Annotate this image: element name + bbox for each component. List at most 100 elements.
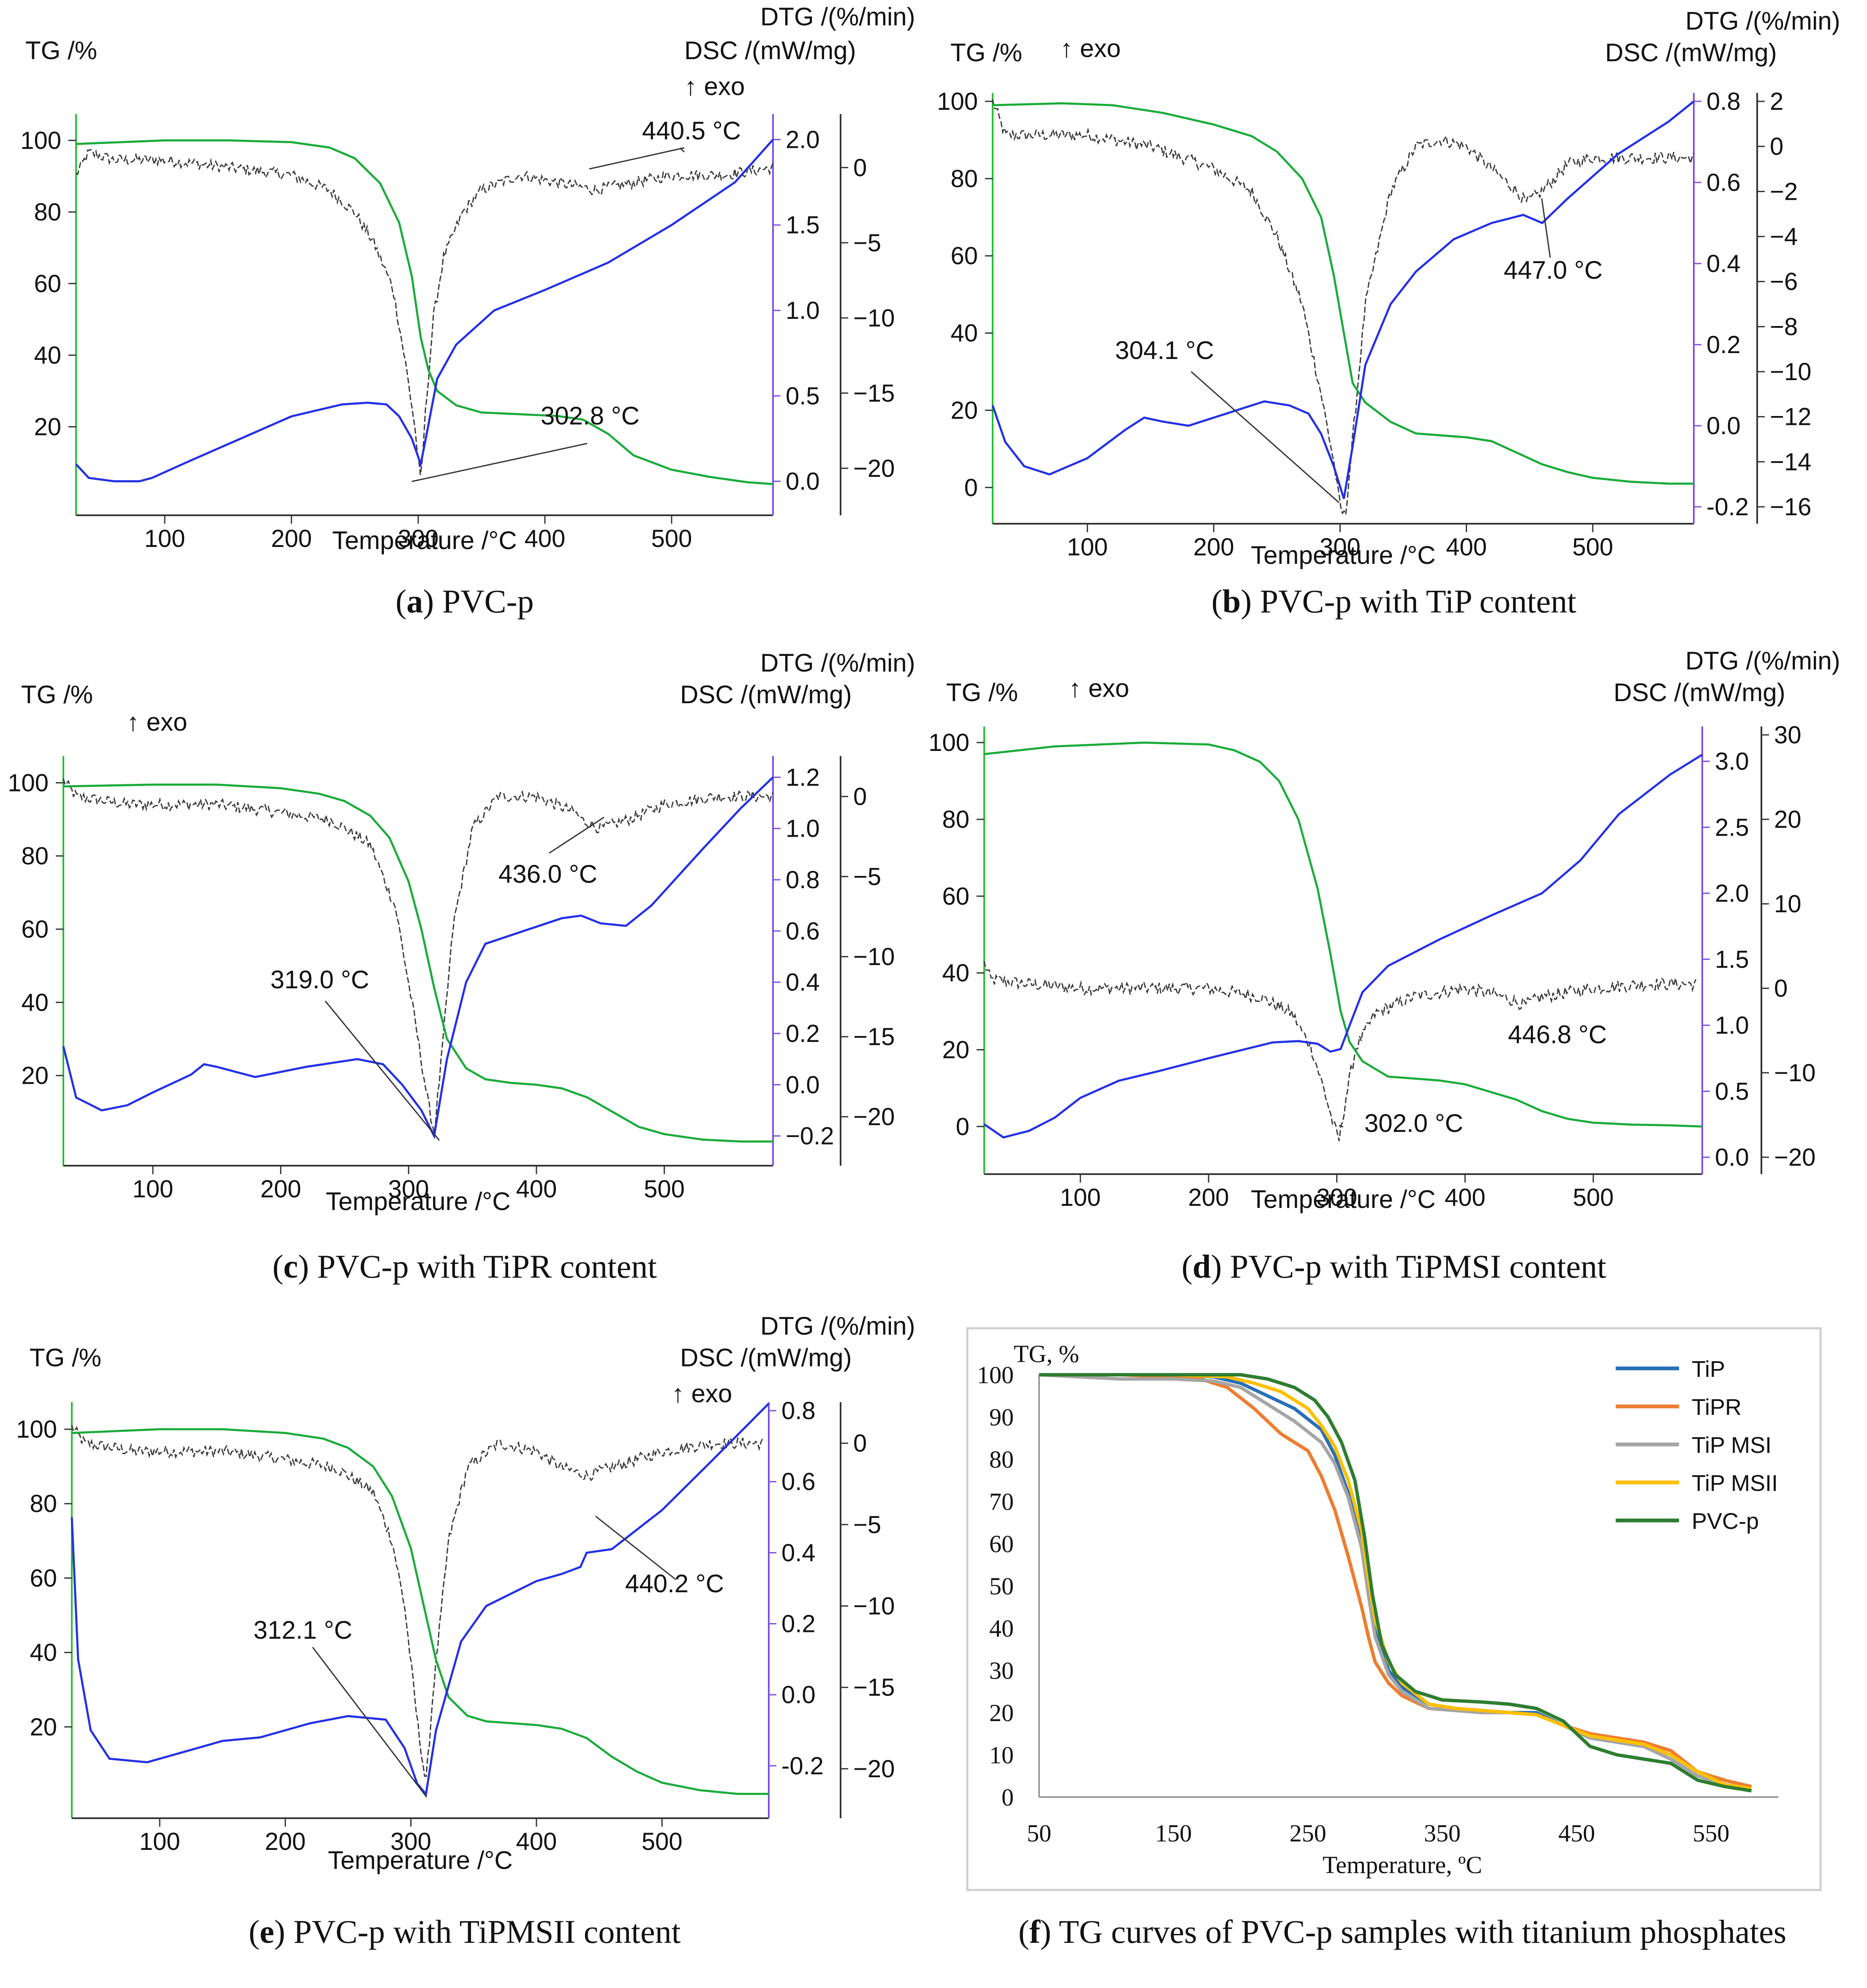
panel-a: 100 200 300 400 500 20 40 60 80 100 0.0 0.5 1.0 1.5 2.…	[20, 3, 915, 620]
caption-letter: e	[260, 1913, 275, 1950]
panel-caption: (e) PVC-p with TiPMSII content	[249, 1913, 681, 1950]
caption-letter: a	[406, 583, 423, 620]
dsc-tick-label: 0.2	[786, 1020, 820, 1047]
dtg-tick-label: −5	[853, 863, 881, 890]
tg-tick-label: 20	[34, 413, 61, 441]
f-series-line	[1039, 1373, 1752, 1790]
f-y-tick-label: 90	[989, 1403, 1014, 1431]
dtg-tick-label: 0	[853, 154, 867, 182]
exo-label: ↑ exo	[684, 72, 745, 101]
f-x-tick-label: 150	[1155, 1819, 1192, 1847]
f-x-axis-label: Temperature, ºC	[1323, 1851, 1482, 1879]
dsc-axis-label: DSC /(mW/mg)	[1605, 38, 1777, 67]
peak-annotation: 446.8 °C	[1508, 1020, 1607, 1049]
tg-tick-label: 20	[30, 1713, 57, 1741]
dtg-tick-label: −5	[853, 1511, 881, 1539]
x-axis-label: Temperature /°C	[328, 1846, 513, 1874]
dtg-tick-label: 0	[1774, 975, 1788, 1002]
peak-annotation: 447.0 °C	[1504, 256, 1603, 284]
dtg-tick-label: −10	[1770, 358, 1811, 386]
x-tick-label: 100	[133, 1175, 174, 1203]
f-x-tick-label: 50	[1027, 1819, 1051, 1847]
x-axis-label: Temperature /°C	[1251, 541, 1436, 569]
peak-annotation: 302.0 °C	[1364, 1109, 1463, 1137]
legend-label: TiP	[1692, 1357, 1725, 1382]
x-tick-label: 300	[1320, 533, 1361, 561]
x-tick-label: 400	[516, 1828, 557, 1855]
dsc-tick-label: 2.0	[786, 126, 820, 153]
x-tick-label: 200	[1193, 533, 1234, 561]
dsc-tick-label: 3.0	[1715, 748, 1749, 775]
f-y-tick-label: 80	[989, 1446, 1014, 1473]
dsc-tick-label: 0.6	[781, 1468, 816, 1496]
x-tick-label: 400	[1445, 1184, 1486, 1211]
peak-annotation: 436.0 °C	[498, 860, 597, 888]
x-tick-label: 500	[1573, 1184, 1614, 1211]
dtg-tick-label: −12	[1770, 403, 1811, 431]
tg-tick-label: 80	[30, 1490, 57, 1518]
tg-tick-label: 40	[34, 342, 61, 369]
dsc-tick-label: 0.4	[1706, 250, 1741, 277]
dtg-tick-label: −15	[853, 380, 895, 407]
dsc-tick-label: 1.0	[1715, 1012, 1749, 1039]
x-tick-label: 100	[139, 1828, 180, 1855]
dtg-tick-label: 2	[1770, 88, 1783, 115]
f-y-tick-label: 40	[989, 1615, 1014, 1642]
tg-tick-label: 40	[942, 960, 969, 987]
panel-caption: (d) PVC-p with TiPMSI content	[1181, 1248, 1606, 1285]
dsc-tick-label: 0.0	[786, 468, 820, 495]
dsc-tick-label: 0.2	[781, 1610, 816, 1638]
tg-tick-label: 40	[950, 320, 978, 347]
dtg-tick-label: −14	[1770, 448, 1811, 476]
dsc-tick-label: 1.2	[786, 764, 820, 791]
dsc-tick-label: 1.5	[1715, 946, 1749, 973]
x-axis-label: Temperature /°C	[332, 526, 517, 555]
legend-label: TiP MSI	[1692, 1433, 1772, 1458]
dsc-curve	[75, 139, 774, 482]
exo-label: ↑ exo	[672, 1379, 732, 1408]
f-series-line	[1039, 1373, 1752, 1788]
dsc-axis-label: DSC /(mW/mg)	[680, 680, 852, 709]
dsc-tick-label: 2.0	[1715, 880, 1749, 907]
dsc-tick-label: 0.4	[786, 969, 820, 996]
panel-caption: (c) PVC-p with TiPR content	[272, 1248, 657, 1285]
tg-tick-label: 100	[937, 88, 978, 115]
x-tick-label: 400	[516, 1175, 557, 1203]
x-tick-label: 500	[644, 1175, 685, 1203]
peak-annotation: 440.2 °C	[625, 1569, 724, 1598]
dtg-tick-label: −10	[853, 1593, 895, 1620]
f-y-tick-label: 0	[1002, 1784, 1014, 1811]
dsc-tick-label: 0.6	[786, 917, 820, 945]
f-series-line	[1039, 1373, 1752, 1792]
legend-label: TiP MSII	[1692, 1471, 1778, 1496]
peak-annotation: 302.8 °C	[541, 402, 640, 430]
tg-tick-label: 0	[964, 474, 978, 501]
dsc-axis-label: DSC /(mW/mg)	[680, 1343, 852, 1372]
x-tick-label: 400	[525, 525, 566, 552]
dtg-axis-label: DTG /(%/min)	[1685, 7, 1840, 35]
panel-f: 0 10 20 30 40 50 60 70 80 90 100 50 150 250 350 450 550 T…	[966, 1327, 1822, 1950]
f-y-tick-label: 20	[989, 1699, 1014, 1727]
x-tick-label: 300	[398, 525, 439, 552]
f-y-tick-label: 100	[977, 1361, 1014, 1389]
dtg-axis-label: DTG /(%/min)	[760, 1312, 915, 1340]
tg-tick-label: 60	[34, 270, 61, 297]
tg-axis-label: TG /%	[21, 680, 93, 709]
f-x-tick-label: 250	[1290, 1819, 1326, 1847]
dsc-tick-label: 0.0	[1715, 1144, 1749, 1171]
dsc-tick-label: 0.0	[781, 1681, 816, 1709]
dsc-tick-label: 0.8	[781, 1397, 816, 1425]
dtg-axis-label: DTG /(%/min)	[760, 3, 915, 31]
x-tick-label: 500	[642, 1828, 683, 1855]
dsc-curve	[62, 776, 774, 1139]
annotation-leader	[679, 147, 685, 153]
tg-tick-label: 100	[928, 729, 969, 756]
tg-axis-label: TG /%	[946, 678, 1018, 707]
dsc-tick-label: 0.0	[786, 1071, 820, 1099]
tg-axis-label: TG /%	[30, 1343, 101, 1372]
tg-curve	[71, 1428, 769, 1795]
panel-caption: (a) PVC-p	[395, 583, 533, 620]
f-y-tick-label: 30	[989, 1657, 1014, 1684]
dtg-tick-label: −20	[853, 455, 895, 482]
dtg-tick-label: −4	[1770, 223, 1798, 250]
